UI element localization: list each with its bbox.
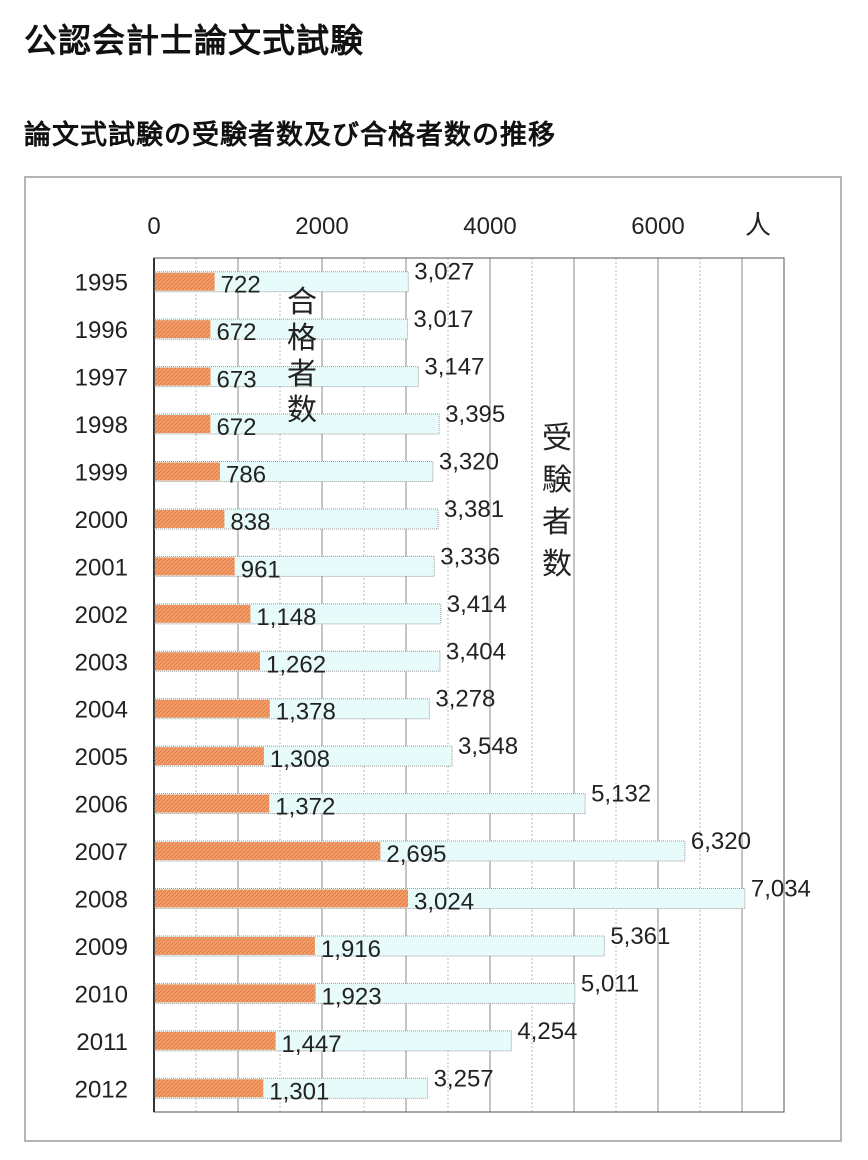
- examinees-value-label: 6,320: [691, 828, 751, 855]
- passers-bar: [155, 1079, 264, 1098]
- x-tick-label: 6000: [631, 213, 684, 240]
- examinees-value-label: 3,404: [446, 638, 506, 665]
- passers-bar: [155, 1031, 276, 1050]
- passers-value-label: 1,301: [269, 1078, 329, 1105]
- x-tick-label: 2000: [295, 213, 348, 240]
- passers-bar: [155, 699, 270, 718]
- examinees-value-label: 3,395: [445, 401, 505, 428]
- examinees-bar: [154, 461, 434, 482]
- y-tick-label: 2007: [75, 839, 128, 866]
- chart-title: 論文式試験の受験者数及び合格者数の推移: [24, 120, 556, 151]
- examinees-value-label: 5,361: [610, 923, 670, 950]
- y-tick-label: 2009: [75, 934, 128, 961]
- passers-series-label: 合格者数: [287, 286, 317, 427]
- examinees-series-label: 受験者数: [542, 422, 572, 581]
- x-tick-label: 4000: [463, 213, 516, 240]
- examinees-value-label: 3,381: [444, 496, 504, 523]
- passers-value-label: 1,372: [275, 794, 335, 821]
- passers-bar: [155, 320, 211, 339]
- y-tick-label: 1995: [75, 270, 128, 297]
- page-title: 公認会計士論文式試験: [24, 21, 364, 60]
- chart-frame: 0 2000 4000 6000 人 1995 3,027 722 1996 3,017 672 19…: [24, 176, 842, 1142]
- y-tick-label: 1996: [75, 317, 128, 344]
- y-tick-label: 2010: [75, 981, 128, 1008]
- passers-value-label: 786: [226, 462, 266, 489]
- passers-bar: [155, 604, 251, 623]
- y-tick-label: 2012: [75, 1076, 128, 1103]
- passers-bar: [155, 652, 261, 671]
- passers-bar: [155, 557, 235, 576]
- bar-chart: 0 2000 4000 6000 人 1995 3,027 722 1996 3,017 672 19…: [75, 210, 811, 1113]
- examinees-value-label: 5,132: [591, 781, 651, 808]
- examinees-value-label: 4,254: [517, 1018, 577, 1045]
- y-tick-label: 1997: [75, 365, 128, 392]
- examinees-value-label: 3,320: [439, 449, 499, 476]
- passers-value-label: 3,024: [414, 889, 474, 916]
- passers-bar: [155, 984, 316, 1003]
- examinees-value-label: 3,257: [434, 1065, 494, 1092]
- examinees-value-label: 3,548: [458, 733, 518, 760]
- passers-value-label: 2,695: [386, 841, 446, 868]
- passers-value-label: 722: [221, 272, 261, 299]
- passers-value-label: 1,308: [270, 746, 330, 773]
- y-tick-label: 1998: [75, 412, 128, 439]
- passers-bar: [155, 794, 270, 813]
- examinees-value-label: 3,336: [440, 543, 500, 570]
- passers-value-label: 961: [241, 556, 281, 583]
- examinees-value-label: 3,414: [447, 591, 507, 618]
- passers-value-label: 1,916: [321, 936, 381, 963]
- passers-value-label: 1,148: [256, 604, 316, 631]
- examinees-value-label: 5,011: [581, 970, 639, 997]
- examinees-value-label: 3,147: [424, 354, 484, 381]
- passers-bar: [155, 367, 211, 386]
- y-tick-label: 2006: [75, 792, 128, 819]
- passers-value-label: 1,447: [282, 1031, 342, 1058]
- passers-bar: [155, 889, 409, 908]
- passers-bar: [155, 936, 315, 955]
- y-tick-label: 2001: [75, 554, 128, 581]
- passers-value-label: 1,378: [276, 699, 336, 726]
- passers-value-label: 1,923: [322, 983, 382, 1010]
- passers-bar: [155, 462, 221, 481]
- examinees-value-label: 3,017: [413, 306, 473, 333]
- y-tick-label: 2011: [76, 1029, 128, 1056]
- x-tick-label: 0: [147, 213, 160, 240]
- passers-bar: [155, 842, 381, 861]
- passers-value-label: 838: [230, 509, 270, 536]
- y-tick-label: 2004: [75, 697, 128, 724]
- y-tick-label: 2005: [75, 744, 128, 771]
- examinees-value-label: 3,027: [414, 259, 474, 286]
- passers-value-label: 673: [217, 367, 257, 394]
- examinees-value-label: 3,278: [435, 686, 495, 713]
- passers-bar: [155, 415, 211, 434]
- y-tick-label: 2000: [75, 507, 128, 534]
- passers-bar: [155, 272, 215, 291]
- passers-value-label: 1,262: [266, 651, 326, 678]
- y-tick-label: 2008: [75, 887, 128, 914]
- passers-value-label: 672: [216, 319, 256, 346]
- passers-value-label: 672: [216, 414, 256, 441]
- y-tick-label: 1999: [75, 460, 128, 487]
- y-tick-label: 2002: [75, 602, 128, 629]
- passers-bar: [155, 747, 264, 766]
- passers-bar: [155, 509, 225, 528]
- y-tick-label: 2003: [75, 649, 128, 676]
- x-unit-label: 人: [745, 210, 771, 240]
- examinees-value-label: 7,034: [751, 876, 811, 903]
